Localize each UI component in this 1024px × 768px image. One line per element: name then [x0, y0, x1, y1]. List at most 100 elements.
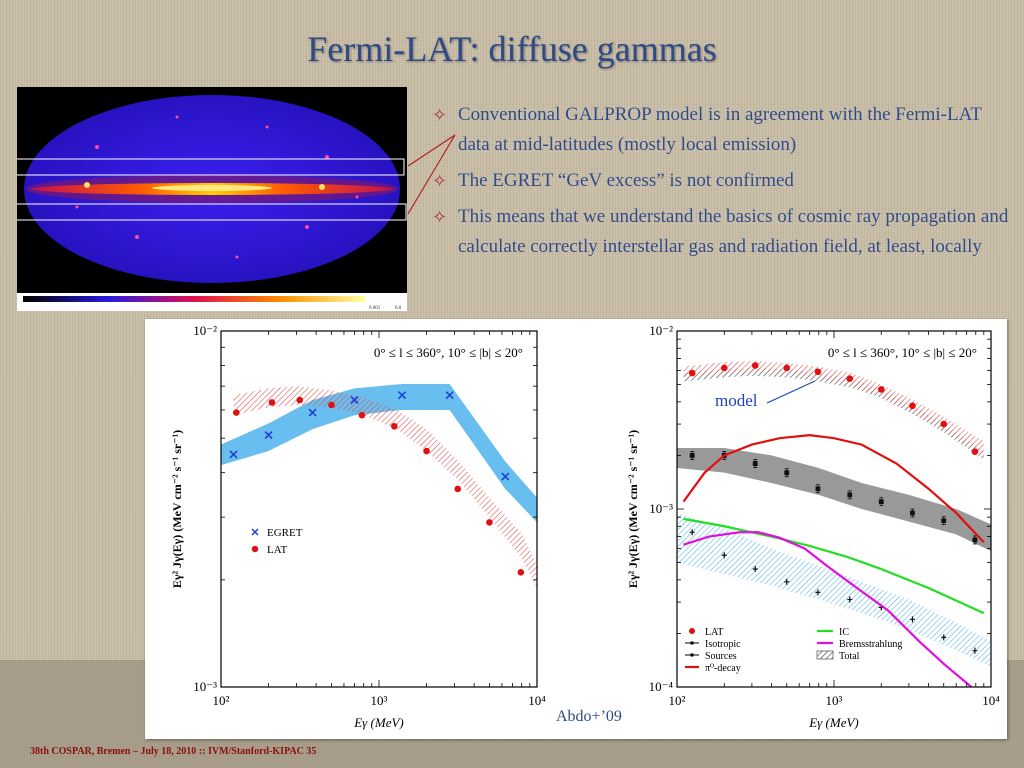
series-egret-point	[264, 431, 273, 440]
band-sources-band	[677, 448, 991, 552]
x-tick-label: 10⁴	[982, 693, 1000, 708]
band-egret-band	[221, 383, 537, 523]
series-isotropic-point	[784, 578, 790, 585]
series-sources-point	[752, 459, 758, 468]
fermi-sky-map: 0.001 0.0	[17, 87, 407, 311]
plot-area	[221, 383, 537, 588]
series-sources-point	[847, 490, 853, 500]
series-lat-point	[296, 396, 304, 404]
band-isotropic-band	[677, 512, 991, 667]
star-icon: ✧	[432, 207, 448, 227]
y-axis-label: Eγ² Jγ(Eγ) (MeV cm⁻² s⁻¹ sr⁻¹)	[626, 430, 640, 588]
model-arrow	[766, 380, 816, 404]
region-annotation: 0° ≤ l ≤ 360°, 10° ≤ |b| ≤ 20°	[374, 345, 523, 360]
bullet-list: ✧ Conventional GALPROP model is in agreem…	[432, 100, 1012, 268]
legend-marker	[251, 528, 259, 536]
legend-label: Sources	[705, 651, 737, 662]
x-tick-label: 10³	[826, 693, 843, 708]
series-isotropic-point	[972, 647, 978, 654]
series-lat-point	[358, 411, 366, 419]
series-lat-point	[328, 401, 335, 409]
series-lat-point	[877, 386, 885, 393]
series-sources-point	[972, 535, 978, 545]
series-isotropic-point	[752, 566, 758, 573]
legend-marker	[689, 628, 695, 634]
series--decay-line	[682, 434, 985, 544]
series-egret-point	[501, 472, 510, 481]
region-annotation: 0° ≤ l ≤ 360°, 10° ≤ |b| ≤ 20°	[828, 345, 977, 360]
band-model-total	[683, 360, 984, 456]
y-tick-label: 10⁻³	[649, 501, 673, 516]
legend-label: LAT	[267, 544, 287, 556]
x-tick-label: 10²	[213, 693, 230, 708]
colorbar-tick: 0.0	[395, 306, 402, 311]
series-bremsstrahlung-line	[683, 531, 973, 687]
series-sources-point	[878, 497, 884, 507]
bullet-item: ✧ This means that we understand the basic…	[432, 202, 1012, 262]
x-tick-label: 10⁴	[528, 693, 546, 708]
slide-title: Fermi-LAT: diffuse gammas	[307, 29, 717, 69]
legend-label: LAT	[705, 627, 723, 638]
series-lat-point	[846, 375, 854, 382]
series-lat-point	[517, 568, 525, 576]
y-axis-label: Eγ² Jγ(Eγ) (MeV cm⁻² s⁻¹ sr⁻¹)	[170, 430, 184, 588]
charts-panel: 10² 10³ 10⁴ 10⁻² 10⁻³ Eγ (MeV) Eγ² Jγ(Eγ) (MeV…	[145, 319, 1007, 739]
series-isotropic-point	[721, 552, 727, 559]
x-tick-label: 10³	[371, 693, 388, 708]
bullet-item: ✧ The EGRET “GeV excess” is not confirmed	[432, 166, 1012, 196]
series-lat-point	[233, 409, 240, 416]
bullet-item: ✧ Conventional GALPROP model is in agreem…	[432, 100, 1012, 160]
series-lat-point	[391, 422, 398, 430]
legend-marker	[690, 641, 694, 645]
series-lat-point	[814, 368, 822, 376]
series-sources-point	[910, 508, 915, 518]
legend-marker	[690, 653, 694, 657]
series-lat-point	[486, 519, 493, 526]
series-sources-point	[784, 468, 790, 478]
series-lat-point	[971, 448, 979, 455]
y-tick-label: 10⁻²	[193, 323, 217, 338]
model-label: model	[715, 391, 758, 410]
series-lat-point	[751, 362, 759, 369]
series-sources-point	[815, 484, 821, 494]
legend-marker	[816, 650, 834, 660]
legend-label: Total	[839, 651, 860, 662]
x-tick-label: 10²	[669, 693, 686, 708]
series-lat-point	[720, 364, 728, 372]
left-chart: 10² 10³ 10⁴ 10⁻² 10⁻³ Eγ (MeV) Eγ² Jγ(Eγ) (MeV…	[170, 323, 546, 730]
series-egret-point	[350, 395, 359, 405]
right-chart: 10² 10³ 10⁴ 10⁻² 10⁻³ 10⁻⁴ Eγ (MeV) Eγ² Jγ(Eγ) …	[626, 323, 1000, 730]
series-isotropic-point	[815, 589, 821, 596]
series-egret-point	[445, 391, 454, 400]
footer-text: 38th COSPAR, Bremen – July 18, 2010 :: I…	[30, 746, 317, 757]
legend-marker	[251, 545, 259, 553]
plot-area	[677, 360, 991, 687]
series-egret-point	[398, 391, 407, 400]
colorbar-tick: 0.001	[369, 306, 381, 311]
legend-label: π⁰-decay	[705, 663, 741, 674]
star-icon: ✧	[432, 105, 448, 125]
legend-label: IC	[839, 627, 849, 638]
legend-label: EGRET	[267, 527, 303, 539]
series-isotropic-point	[941, 634, 947, 641]
legend-label: Bremsstrahlung	[839, 639, 902, 650]
series-egret-point	[308, 408, 317, 417]
series-sources-point	[941, 516, 947, 526]
series-isotropic-point	[689, 529, 695, 536]
citation: Abdo+’09	[556, 708, 622, 725]
series-sources-point	[689, 451, 695, 460]
series-lat-point	[909, 402, 916, 410]
series-egret-point	[229, 450, 238, 459]
series-lat-point	[783, 364, 791, 372]
series-lat-point	[940, 420, 948, 428]
series-ic-line	[683, 517, 985, 615]
x-axis-label: Eγ (MeV)	[808, 715, 859, 730]
y-tick-label: 10⁻³	[193, 679, 217, 694]
series-isotropic-point	[847, 596, 853, 603]
series-isotropic-point	[909, 616, 915, 623]
series-lat-point	[423, 447, 430, 455]
band-total	[683, 367, 984, 460]
legend-label: Isotropic	[705, 639, 741, 650]
series-lat-point	[688, 369, 696, 377]
series-lat-point	[268, 399, 276, 406]
